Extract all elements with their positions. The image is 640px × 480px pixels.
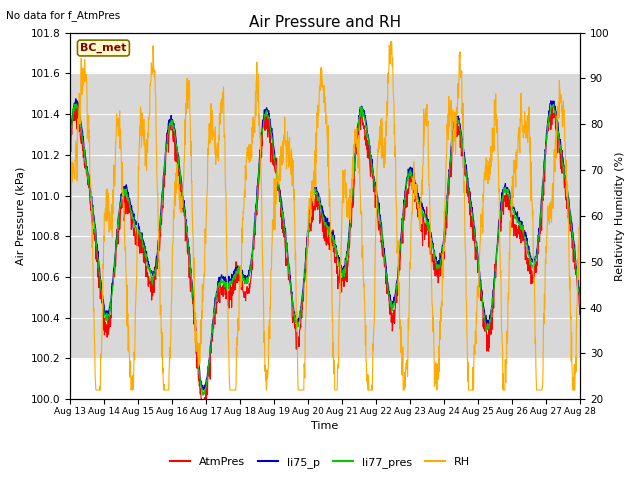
Text: BC_met: BC_met [80, 43, 127, 53]
Bar [70, 73, 580, 359]
Title: Air Pressure and RH: Air Pressure and RH [249, 15, 401, 30]
X-axis label: Time: Time [312, 421, 339, 432]
Text: No data for f_AtmPres: No data for f_AtmPres [6, 10, 121, 21]
Y-axis label: Air Pressure (kPa): Air Pressure (kPa) [15, 167, 25, 265]
Y-axis label: Relativity Humidity (%): Relativity Humidity (%) [615, 151, 625, 281]
Legend: AtmPres, li75_p, li77_pres, RH: AtmPres, li75_p, li77_pres, RH [165, 452, 475, 472]
